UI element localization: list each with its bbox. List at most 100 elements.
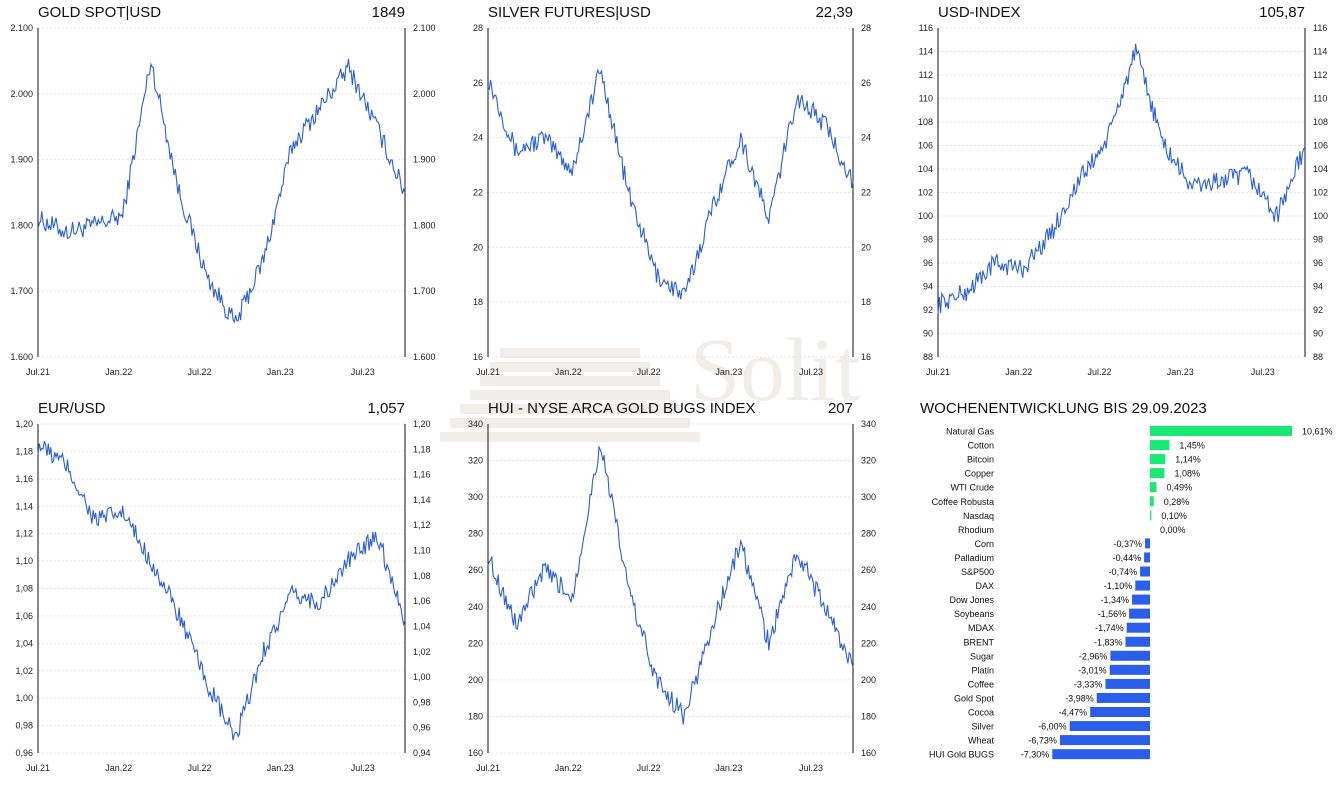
y-tick-label: 24: [473, 133, 483, 143]
series-line: [937, 43, 1306, 314]
y-tick-label-right: 200: [861, 675, 876, 685]
y-tick-label-right: 88: [1313, 352, 1323, 362]
y-tick-label-right: 96: [1313, 258, 1323, 268]
watermark-text: Solit: [690, 321, 860, 420]
y-tick-label-right: 2.100: [413, 23, 436, 33]
bar-value-label: -1,56%: [1098, 609, 1127, 619]
y-tick-label: 200: [468, 675, 483, 685]
y-tick-label-right: 112: [1313, 70, 1327, 80]
y-tick-label: 112: [919, 70, 933, 80]
y-tick-label: 102: [918, 188, 933, 198]
category-label: Cocoa: [968, 708, 994, 718]
y-tick-label-right: 106: [1313, 141, 1328, 151]
chart-title: USD-INDEX: [938, 4, 1021, 21]
y-tick-label: 88: [923, 352, 933, 362]
bar-value-label: 1,14%: [1175, 455, 1201, 465]
bar-value-label: -0,74%: [1109, 567, 1138, 577]
y-tick-label: 1,02: [15, 666, 33, 676]
x-tick-label: Jul.23: [1251, 367, 1275, 377]
bar-positive: [1150, 496, 1154, 507]
y-tick-label: 0,98: [15, 721, 33, 731]
y-tick-label-right: 1,10: [413, 546, 431, 556]
y-tick-label: 1.900: [10, 155, 33, 165]
bar-negative: [1052, 749, 1150, 760]
y-tick-label: 104: [918, 164, 933, 174]
y-tick-label: 114: [919, 47, 933, 57]
y-tick-label-right: 1.800: [413, 220, 436, 230]
y-tick-label: 16: [473, 352, 483, 362]
bar-negative: [1126, 622, 1150, 633]
y-tick-label-right: 16: [861, 352, 871, 362]
y-tick-label-right: 1,12: [413, 520, 431, 530]
y-tick-label: 18: [473, 297, 483, 307]
y-tick-label-right: 92: [1313, 305, 1323, 315]
x-tick-label: Jul.22: [187, 367, 211, 377]
y-tick-label: 1,16: [15, 474, 33, 484]
y-tick-label-right: 22: [861, 188, 871, 198]
y-tick-label-right: 1,08: [413, 571, 431, 581]
bar-value-label: -6,00%: [1038, 722, 1067, 732]
bar-positive: [1150, 454, 1166, 465]
category-label: Silver: [971, 722, 994, 732]
x-tick-label: Jan.22: [105, 367, 132, 377]
watermark-logo-step: [490, 362, 650, 372]
y-tick-label: 1,04: [15, 638, 33, 648]
bar-value-label: -4,47%: [1059, 708, 1088, 718]
category-label: Cotton: [967, 441, 994, 451]
x-tick-label: Jul.22: [187, 763, 211, 773]
category-label: Corn: [974, 539, 994, 549]
y-tick-label: 22: [473, 188, 483, 198]
y-tick-label-right: 1,20: [413, 419, 431, 429]
bar-negative: [1110, 650, 1150, 661]
bar-value-label: -0,44%: [1113, 553, 1142, 563]
bar-positive: [1150, 510, 1152, 521]
y-tick-label: 98: [923, 235, 933, 245]
category-label: Nasdaq: [963, 511, 994, 521]
x-tick-label: Jul.21: [26, 367, 50, 377]
y-tick-label: 340: [468, 419, 483, 429]
bar-positive: [1150, 482, 1157, 493]
chart-title: WOCHENENTWICKLUNG BIS 29.09.2023: [920, 400, 1207, 417]
y-tick-label-right: 1,14: [413, 495, 431, 505]
y-tick-label: 1,10: [15, 556, 33, 566]
bar-value-label: -1,83%: [1094, 637, 1123, 647]
bar-value-label: 0,28%: [1164, 497, 1190, 507]
y-tick-label-right: 28: [861, 23, 871, 33]
bar-value-label: 0,49%: [1167, 483, 1193, 493]
y-tick-label: 1,12: [15, 529, 33, 539]
y-tick-label-right: 160: [861, 748, 876, 758]
x-tick-label: Jan.22: [555, 763, 582, 773]
bar-value-label: 1,45%: [1179, 441, 1205, 451]
bar-negative: [1129, 608, 1150, 619]
bar-value-label: -3,98%: [1065, 693, 1094, 703]
x-tick-label: Jul.22: [637, 367, 661, 377]
category-label: Sugar: [970, 651, 994, 661]
bar-negative: [1109, 664, 1150, 675]
category-label: WTI Crude: [950, 483, 994, 493]
y-tick-label: 1,00: [15, 693, 33, 703]
y-tick-label-right: 116: [1313, 23, 1327, 33]
bar-negative: [1140, 566, 1150, 577]
y-tick-label: 1,14: [15, 501, 33, 511]
x-tick-label: Jan.23: [267, 367, 294, 377]
y-tick-label-right: 100: [1313, 211, 1328, 221]
chart-last-value: 105,87: [1259, 4, 1305, 21]
y-tick-label-right: 26: [861, 78, 871, 88]
series-line: [37, 440, 406, 741]
chart-last-value: 22,39: [815, 4, 853, 21]
y-tick-label: 280: [468, 529, 483, 539]
watermark-logo-step: [450, 418, 690, 428]
y-tick-label-right: 0,98: [413, 697, 431, 707]
x-tick-label: Jul.21: [476, 367, 500, 377]
bar-positive: [1150, 426, 1292, 436]
y-tick-label-right: 110: [1313, 94, 1327, 104]
x-tick-label: Jul.22: [637, 763, 661, 773]
y-tick-label: 116: [919, 23, 933, 33]
bar-value-label: -3,33%: [1074, 679, 1103, 689]
x-tick-label: Jul.23: [799, 367, 823, 377]
bar-negative: [1069, 721, 1150, 732]
y-tick-label: 28: [473, 23, 483, 33]
x-tick-label: Jan.23: [267, 763, 294, 773]
y-tick-label: 0,96: [15, 748, 33, 758]
y-tick-label-right: 1,18: [413, 444, 431, 454]
